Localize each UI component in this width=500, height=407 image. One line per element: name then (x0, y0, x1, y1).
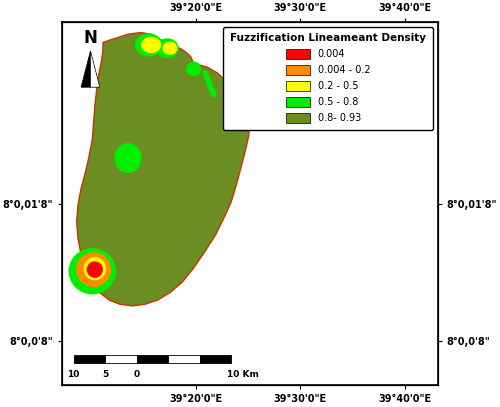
Text: 5: 5 (102, 370, 108, 379)
Bar (105, 355, 136, 363)
Ellipse shape (141, 37, 161, 53)
Text: 10 Km: 10 Km (226, 370, 258, 379)
Text: 0: 0 (134, 370, 140, 379)
Ellipse shape (68, 248, 116, 294)
Polygon shape (90, 51, 100, 87)
Text: 10: 10 (68, 370, 80, 379)
Ellipse shape (84, 257, 106, 280)
Bar (136, 355, 168, 363)
Polygon shape (76, 33, 250, 306)
Bar (168, 355, 200, 363)
Bar (74, 355, 105, 363)
Ellipse shape (86, 261, 103, 278)
Polygon shape (81, 51, 90, 87)
Ellipse shape (76, 252, 111, 287)
Ellipse shape (156, 38, 178, 58)
Ellipse shape (114, 143, 142, 173)
Ellipse shape (186, 61, 201, 77)
Ellipse shape (135, 33, 162, 57)
Ellipse shape (162, 42, 178, 55)
Text: N: N (84, 29, 98, 47)
Legend: 0.004, 0.004 - 0.2, 0.2 - 0.5, 0.5 - 0.8, 0.8- 0.93: 0.004, 0.004 - 0.2, 0.2 - 0.5, 0.5 - 0.8… (223, 27, 433, 130)
Bar (200, 355, 231, 363)
